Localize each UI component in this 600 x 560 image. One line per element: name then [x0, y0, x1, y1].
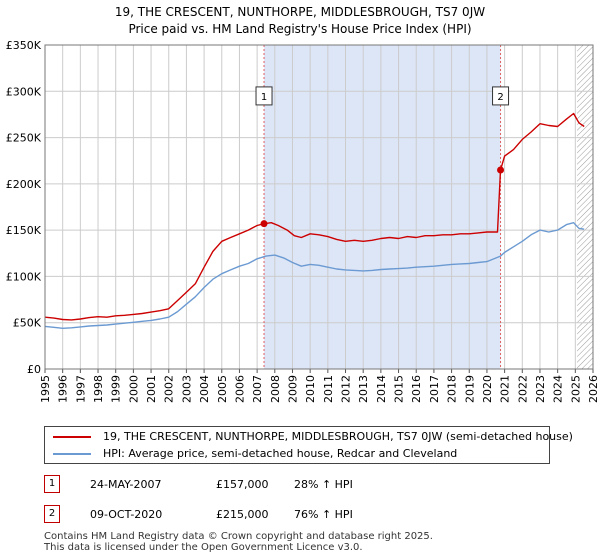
- x-tick-label: 2022: [516, 375, 529, 403]
- x-tick-label: 2023: [534, 375, 547, 403]
- x-tick-label: 1995: [39, 375, 52, 403]
- sale-price-1: £157,000: [216, 478, 269, 491]
- legend-item-hpi: HPI: Average price, semi-detached house,…: [53, 446, 457, 462]
- x-tick-label: 2010: [304, 375, 317, 403]
- x-tick-label: 1999: [110, 375, 123, 403]
- sale-hpi-2: 76% ↑ HPI: [294, 508, 353, 521]
- x-tick-label: 2019: [463, 375, 476, 403]
- x-tick-label: 2011: [322, 375, 335, 403]
- sale-2-marker-box: [492, 86, 510, 106]
- x-tick-label: 2026: [587, 375, 600, 403]
- hpi-line-swatch: [53, 453, 91, 455]
- x-tick-label: 2013: [357, 375, 370, 403]
- x-tick-label: 2017: [428, 375, 441, 403]
- x-tick-label: 2012: [340, 375, 353, 403]
- y-tick-label: £150K: [6, 224, 42, 237]
- x-tick-label: 2007: [251, 375, 264, 403]
- sale-date-2: 09-OCT-2020: [90, 508, 163, 521]
- x-tick-label: 2021: [499, 375, 512, 403]
- sale-1-marker-box: [255, 86, 273, 106]
- chart-subtitle: Price paid vs. HM Land Registry's House …: [128, 22, 471, 36]
- ownership-shading: [264, 45, 501, 369]
- footer-copyright: Contains HM Land Registry data © Crown c…: [44, 531, 433, 542]
- series-group: [45, 112, 585, 329]
- x-tick-label: 2000: [127, 375, 140, 403]
- x-tick-label: 2006: [233, 375, 246, 403]
- sale-badge-2: 2: [44, 505, 60, 523]
- sale-2-marker-label: 2: [497, 92, 503, 103]
- x-tick-label: 2008: [269, 375, 282, 403]
- y-tick-label: £250K: [6, 132, 42, 145]
- sale-badge-1: 1: [44, 475, 60, 493]
- footer-licence: This data is licensed under the Open Gov…: [44, 542, 363, 553]
- plot-frame: [44, 44, 594, 370]
- y-tick-label: £100K: [6, 270, 42, 283]
- x-tick-label: 2001: [145, 375, 158, 403]
- y-tick-label: £350K: [6, 39, 42, 52]
- x-tick-label: 2016: [410, 375, 423, 403]
- sale-hpi-1: 28% ↑ HPI: [294, 478, 353, 491]
- x-tick-label: 2015: [393, 375, 406, 403]
- legend-item-property: 19, THE CRESCENT, NUNTHORPE, MIDDLESBROU…: [53, 429, 573, 445]
- y-tick-label: £200K: [6, 178, 42, 191]
- sale-date-1: 24-MAY-2007: [90, 478, 162, 491]
- hpi-line: [45, 222, 585, 329]
- sale-1-point: [260, 220, 268, 228]
- x-tick-label: 2004: [198, 375, 211, 403]
- x-tick-label: 1997: [74, 375, 87, 403]
- x-tick-label: 2018: [446, 375, 459, 403]
- price-chart: 19, THE CRESCENT, NUNTHORPE, MIDDLESBROU…: [6, 5, 600, 403]
- x-tick-label: 1998: [92, 375, 105, 403]
- property-price-line: [45, 112, 585, 321]
- footer: Contains HM Land Registry data © Crown c…: [44, 531, 433, 553]
- y-tick-label: £300K: [6, 85, 42, 98]
- x-tick-label: 2005: [216, 375, 229, 403]
- chart-title: 19, THE CRESCENT, NUNTHORPE, MIDDLESBROU…: [115, 5, 485, 19]
- y-tick-label: £50K: [13, 317, 42, 330]
- sale-1-marker-label: 1: [261, 92, 267, 103]
- legend: 19, THE CRESCENT, NUNTHORPE, MIDDLESBROU…: [44, 426, 573, 464]
- sale-2-point: [497, 166, 505, 174]
- x-tick-label: 2025: [569, 375, 582, 403]
- x-tick-label: 2003: [180, 375, 193, 403]
- x-tick-label: 2014: [375, 375, 388, 403]
- y-tick-label: £0: [27, 363, 41, 376]
- x-tick-label: 2002: [163, 375, 176, 403]
- legend-property-label: 19, THE CRESCENT, NUNTHORPE, MIDDLESBROU…: [103, 430, 573, 443]
- legend-hpi-label: HPI: Average price, semi-detached house,…: [103, 447, 458, 460]
- sale-price-2: £215,000: [216, 508, 269, 521]
- property-line-swatch: [53, 436, 91, 438]
- x-tick-label: 2009: [286, 375, 299, 403]
- forecast-hatch: [577, 45, 593, 369]
- x-tick-label: 1996: [57, 375, 70, 403]
- x-tick-label: 2024: [552, 375, 565, 403]
- x-tick-label: 2020: [481, 375, 494, 403]
